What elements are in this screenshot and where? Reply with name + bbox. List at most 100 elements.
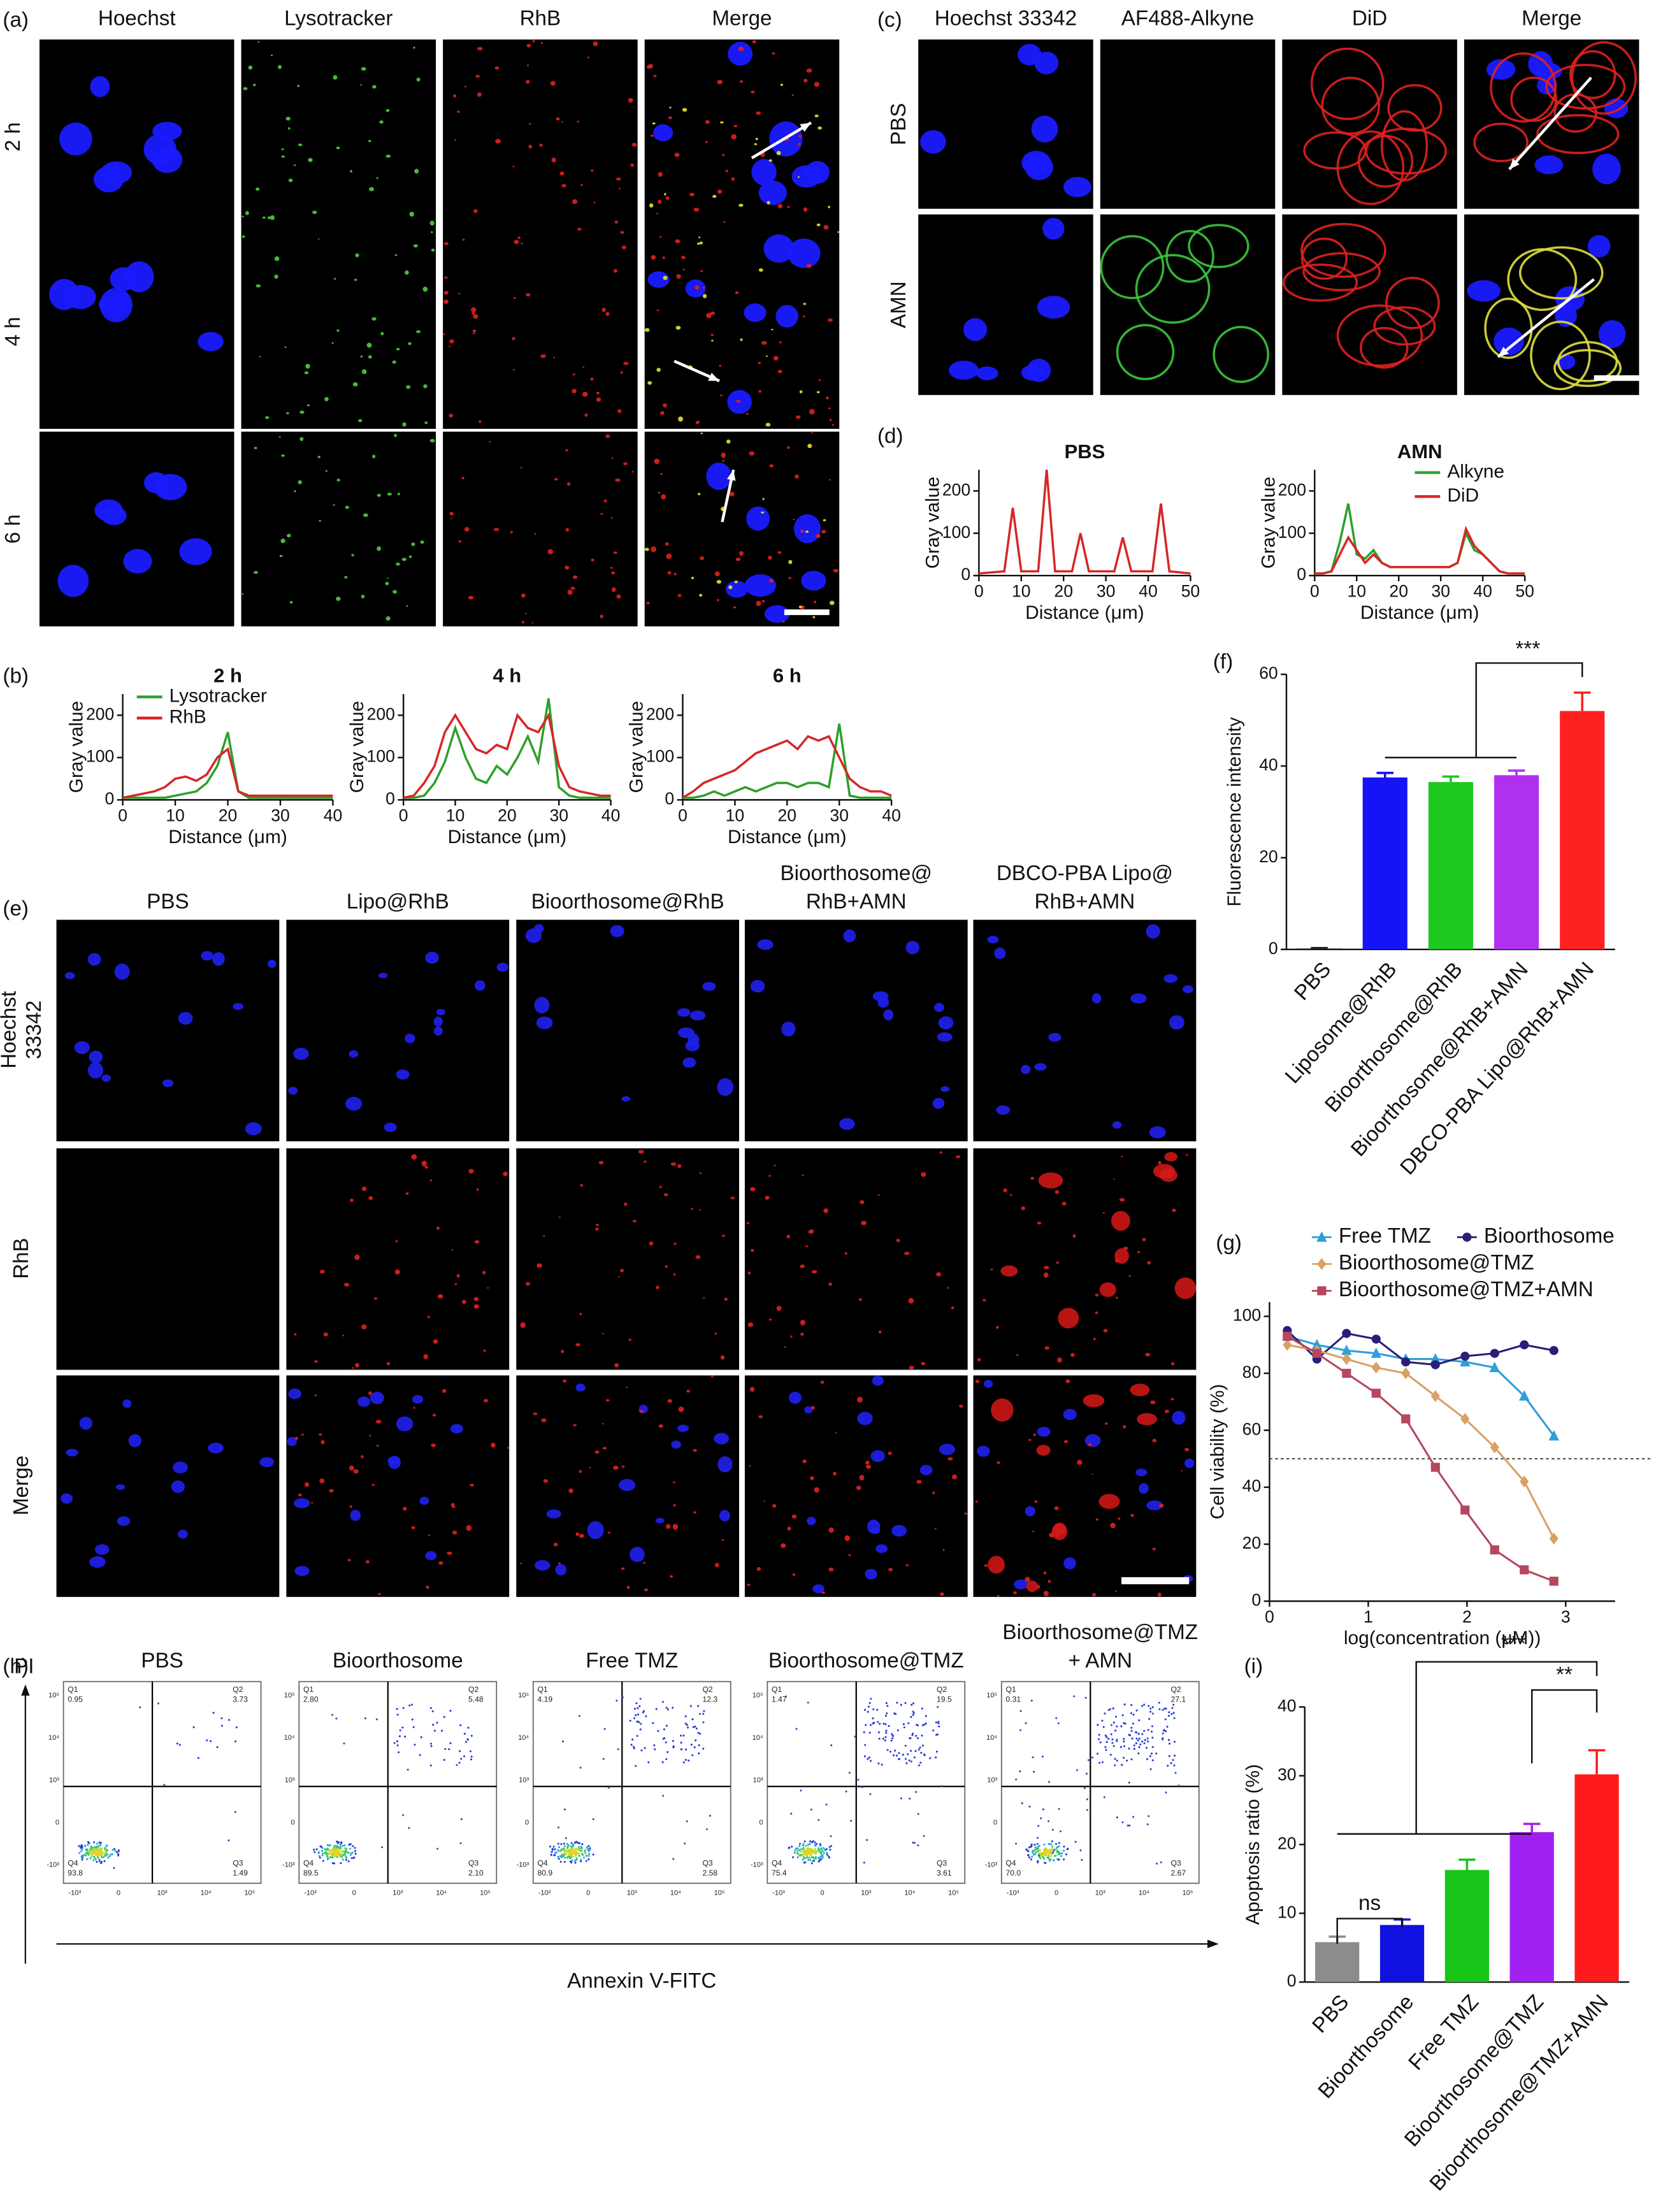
membrane-signal <box>1385 277 1440 329</box>
event-dot <box>1149 1707 1152 1710</box>
event-dot <box>1144 1739 1146 1742</box>
cell-signal <box>358 419 363 423</box>
cell-signal <box>749 451 755 456</box>
y-tick-label: -10³ <box>751 1861 763 1869</box>
event-dot <box>699 1732 702 1735</box>
cell-signal <box>951 1306 954 1310</box>
event-dot <box>581 1853 584 1855</box>
cell-signal <box>304 1482 310 1487</box>
event-dot <box>349 1847 352 1850</box>
cell-signal <box>787 205 790 208</box>
x-tick-label: 20 <box>1054 582 1073 601</box>
cell-signal <box>543 1479 549 1483</box>
x-tick-label: 10 <box>166 806 185 825</box>
cell-signal <box>665 1524 671 1529</box>
cell-signal <box>64 972 75 979</box>
cell-signal <box>101 1074 111 1082</box>
cell-signal <box>555 1564 567 1576</box>
error-bar <box>1311 946 1328 950</box>
cell-signal <box>702 294 707 298</box>
cell-signal <box>700 270 703 272</box>
cell-signal <box>424 1166 429 1169</box>
chart-title: 4 h <box>493 665 521 687</box>
quadrant-name: Q2 <box>937 1685 947 1694</box>
cell-signal <box>314 1360 319 1363</box>
cell-signal <box>570 586 575 590</box>
event-dot <box>1132 1713 1135 1716</box>
event-dot <box>335 1717 338 1720</box>
cell-signal <box>649 1241 654 1246</box>
cell-signal <box>477 47 483 51</box>
panel-label: (g) <box>1216 1231 1242 1255</box>
event-dot <box>888 1724 890 1727</box>
x-tick-label: 10³ <box>1095 1890 1105 1897</box>
event-dot <box>577 1852 579 1855</box>
event-dot <box>801 1848 803 1851</box>
cell-signal <box>243 87 248 90</box>
event-dot <box>579 1714 581 1717</box>
event-dot <box>1107 1737 1110 1740</box>
cell-signal <box>628 98 633 103</box>
event-dot <box>587 1858 590 1861</box>
row-label: Hoechst <box>0 991 20 1069</box>
column-header: Lipo@RhB <box>347 890 449 914</box>
cell-signal <box>1043 1591 1049 1596</box>
scale-bar <box>1594 375 1639 381</box>
cell-signal <box>712 194 717 198</box>
cell-signal <box>797 143 801 146</box>
cell-signal <box>596 1224 599 1226</box>
cell-signal <box>997 1594 1000 1597</box>
event-dot <box>702 1721 705 1724</box>
cell-signal <box>614 1363 619 1368</box>
cell-signal <box>616 594 621 599</box>
event-dot <box>826 1853 828 1856</box>
event-dot <box>795 1728 798 1730</box>
event-dot <box>808 1856 810 1859</box>
cell-signal <box>815 534 821 539</box>
cell-signal <box>336 479 340 482</box>
cell-signal <box>1048 1032 1062 1042</box>
cell-signal <box>355 253 359 257</box>
cell-signal <box>352 1367 354 1370</box>
event-dot <box>1151 1759 1154 1761</box>
event-dot <box>404 1735 407 1738</box>
event-dot <box>336 1842 339 1844</box>
micrograph <box>516 1375 740 1597</box>
cell-signal <box>1034 1063 1047 1071</box>
cell-signal <box>331 342 335 344</box>
micrograph <box>56 920 280 1141</box>
legend-label: Bioorthosome@TMZ <box>1339 1251 1534 1275</box>
cell-signal <box>695 421 700 424</box>
membrane-signal <box>1321 76 1381 135</box>
cell-signal <box>728 585 733 589</box>
event-dot <box>902 1753 904 1756</box>
cell-signal <box>589 1466 591 1468</box>
y-tick-label: 0 <box>105 789 115 808</box>
event-dot <box>1047 1854 1050 1857</box>
micrograph <box>443 39 638 235</box>
cell-signal <box>814 82 820 87</box>
cell-signal <box>660 473 663 475</box>
cell-signal <box>700 556 705 560</box>
event-dot <box>558 1858 560 1860</box>
event-dot <box>814 1856 817 1858</box>
cell-signal <box>376 1445 379 1447</box>
cell-signal <box>285 412 289 414</box>
cell-signal <box>554 478 558 481</box>
event-dot <box>348 1844 350 1846</box>
cell-signal <box>932 1097 945 1109</box>
event-dot <box>1123 1738 1125 1740</box>
cell-signal <box>691 576 695 579</box>
cell-signal <box>808 1230 814 1234</box>
y-tick-label: 10⁴ <box>986 1734 997 1742</box>
event-dot <box>936 1733 939 1736</box>
cell-signal <box>1095 1311 1098 1314</box>
arrow-head <box>726 470 736 481</box>
cell-signal <box>781 1543 786 1549</box>
cell-signal <box>1163 974 1177 983</box>
event-dot <box>1039 1849 1042 1852</box>
cell-signal <box>270 215 275 220</box>
event-dot <box>1134 1731 1137 1733</box>
cell-signal <box>681 256 686 259</box>
cell-signal <box>281 155 285 158</box>
